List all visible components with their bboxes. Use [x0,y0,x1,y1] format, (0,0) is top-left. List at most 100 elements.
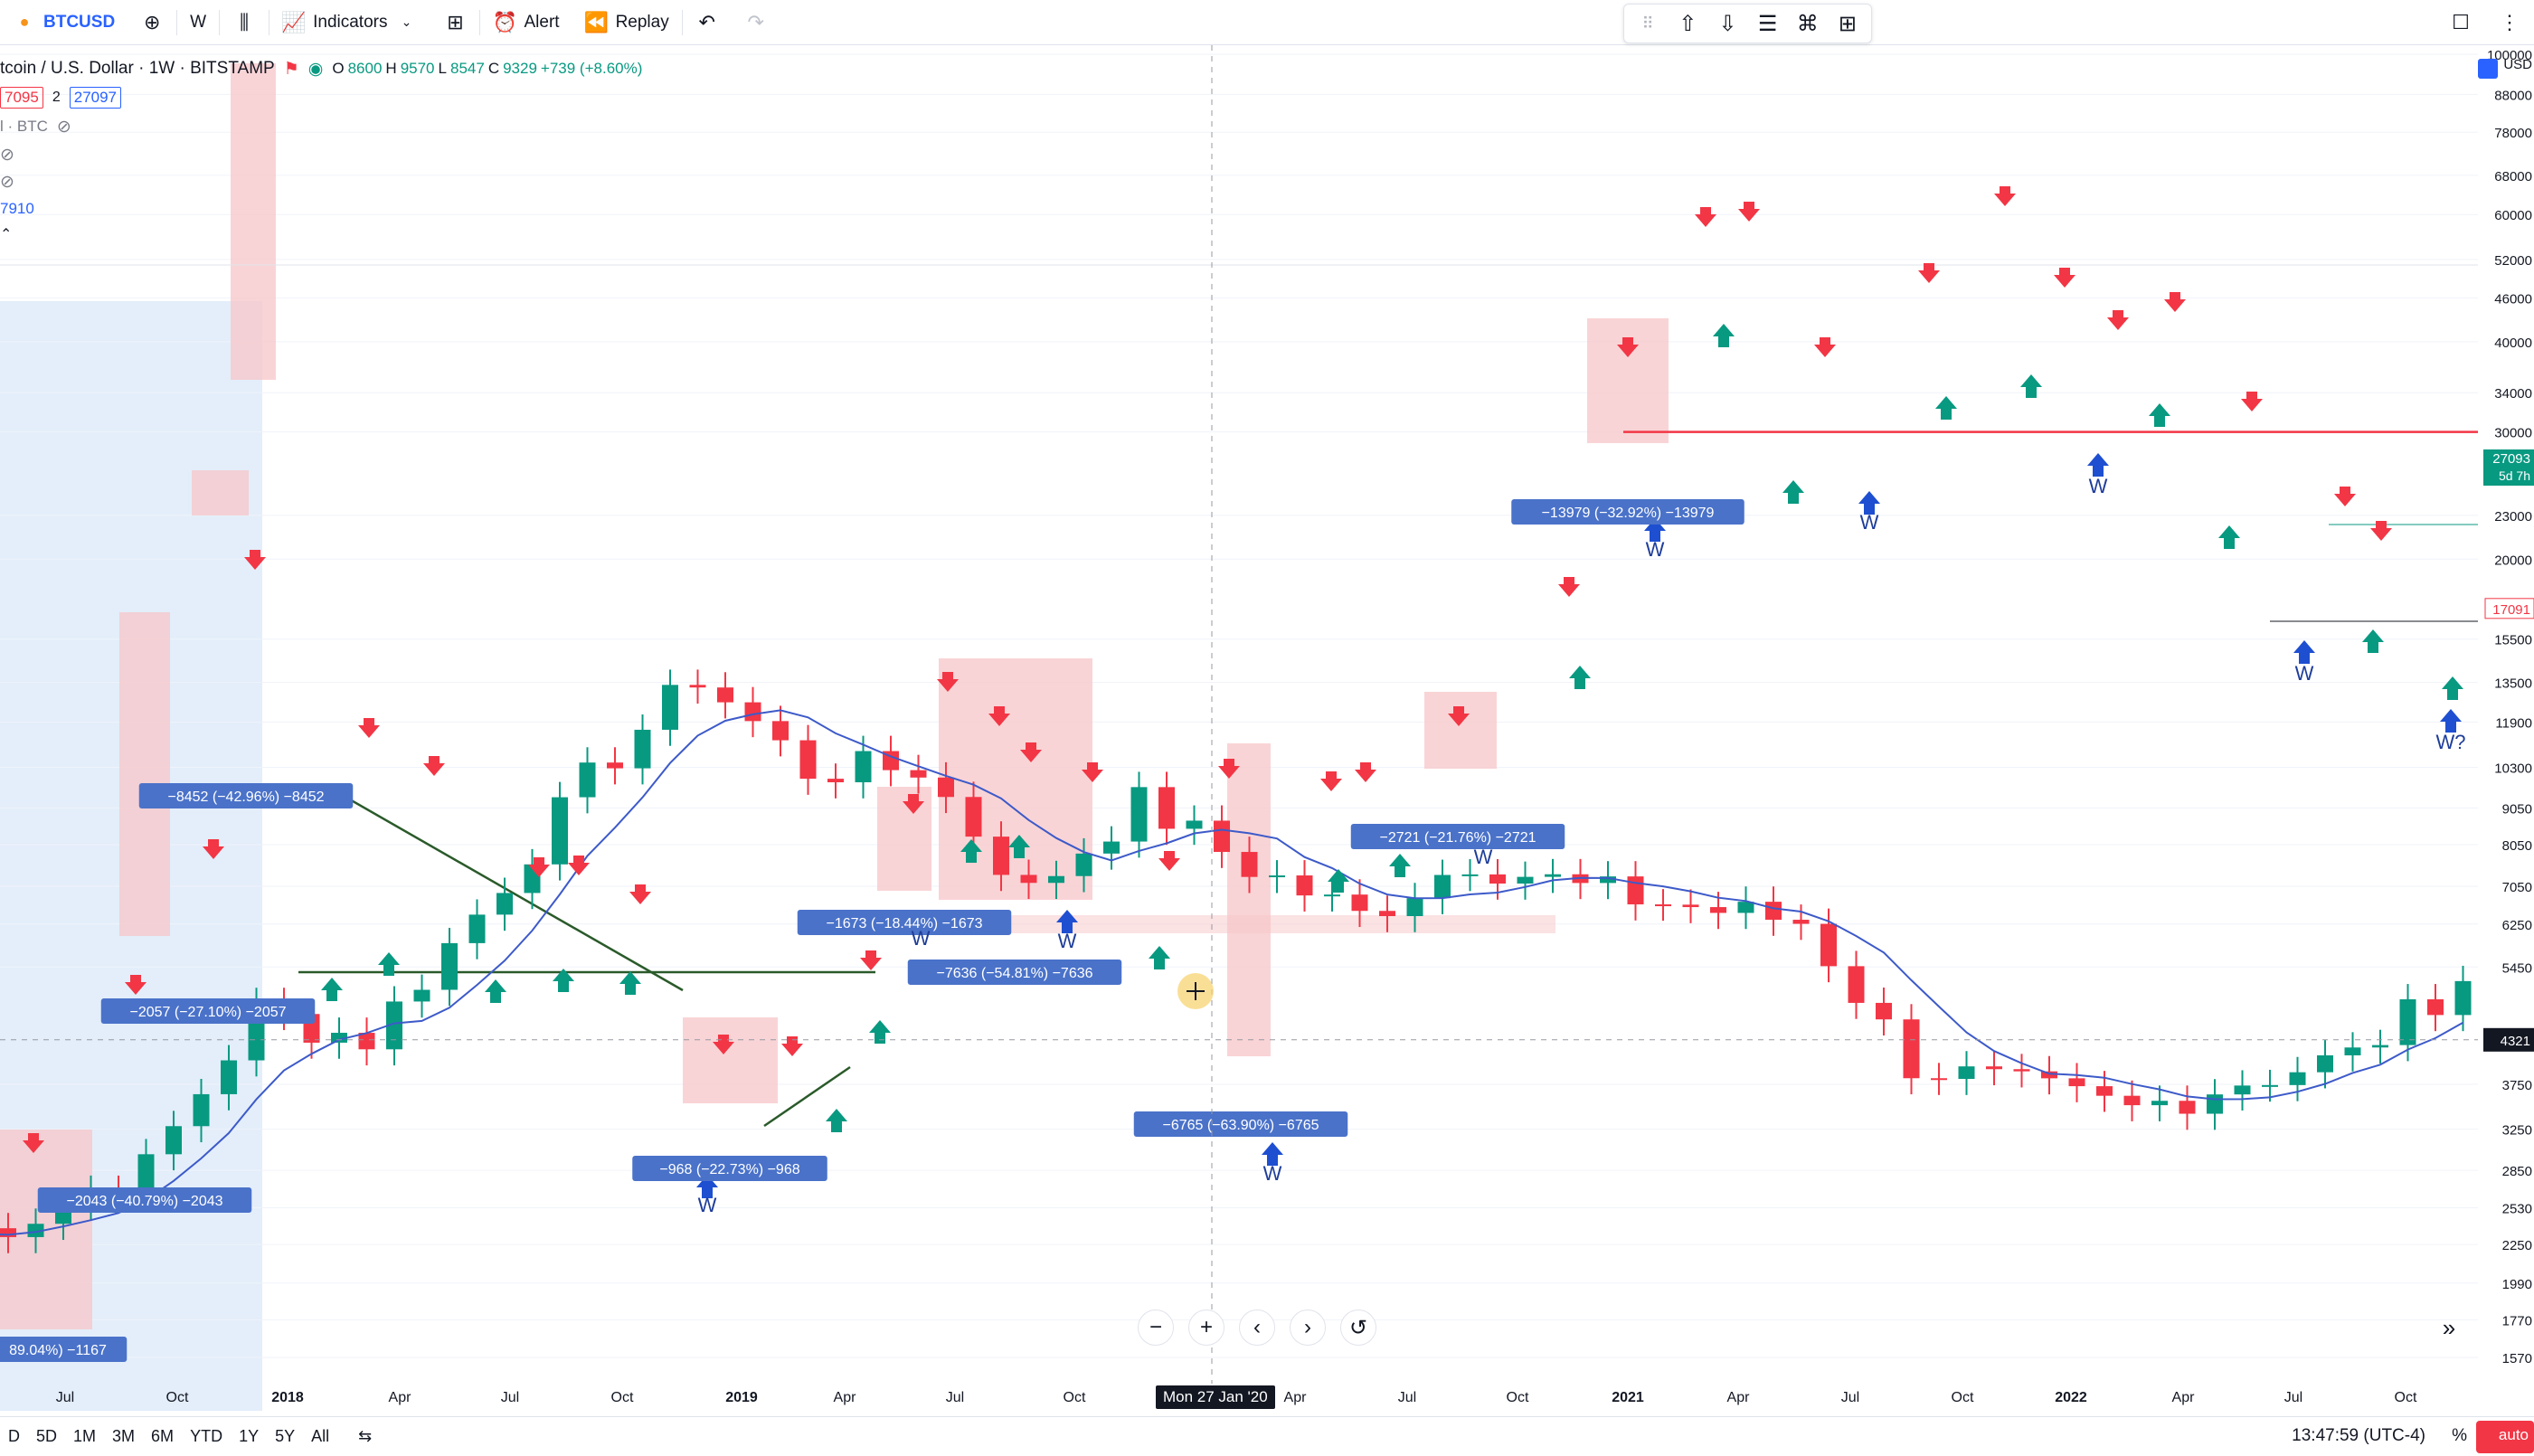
eye-off-icon[interactable]: ⊘ [0,172,14,192]
undo-button[interactable]: ↶ [683,0,732,45]
range-5d[interactable]: 5D [36,1427,58,1445]
undo-icon: ↶ [698,10,715,33]
lines-icon[interactable]: ☰ [1757,11,1778,36]
frame-icon[interactable]: ⊞ [1838,11,1857,36]
range-3m[interactable]: 3M [112,1427,136,1445]
date-range-icon[interactable]: ⇆ [358,1427,373,1445]
candle-body [137,1154,155,1196]
down-arrow [244,550,266,570]
grid [0,53,2478,1358]
range-5y[interactable]: 5Y [275,1427,296,1445]
candle-body [855,751,872,783]
candle-body [1158,787,1175,829]
current-price: 27093 [2492,451,2530,467]
candle-body [1545,874,1561,877]
fullscreen-button[interactable]: ☐ [2436,0,2485,45]
price-chart[interactable]: −8452 (−42.96%) −8452 −2057 (−27.10%) −20… [0,45,2478,1411]
eye-off-icon[interactable]: ⊘ [56,117,71,137]
zoom-in-button[interactable]: + [1188,1309,1224,1346]
indicators-button[interactable]: 📈 Indicators ⌄ [269,0,430,45]
candle-body [662,685,678,730]
settings-toggle [2478,59,2498,79]
range-1y[interactable]: 1Y [239,1427,260,1445]
up-arrow [1328,869,1349,893]
price-tick: 100000 [2487,48,2532,63]
divider [176,9,178,35]
price-tick: 1990 [2502,1277,2532,1292]
clock[interactable]: 13:47:59 (UTC-4) [2292,1426,2425,1445]
down-arrow [1082,762,1103,782]
scroll-left-button[interactable]: ‹ [1239,1309,1275,1346]
candle-body [413,989,430,1002]
chart-type-button[interactable]: ⫼ [220,0,269,45]
range-all[interactable]: All [311,1427,330,1445]
candle-body [1627,876,1644,905]
redo-button[interactable]: ↷ [732,0,780,45]
candle-body [1434,875,1451,899]
more-button[interactable]: ⋮ [2485,0,2534,45]
candle-body [1903,1019,1920,1079]
candle-body [883,751,899,771]
time-tick: 2021 [1612,1390,1644,1405]
auto-scale-toggle[interactable] [2476,1421,2534,1453]
up-arrow [2149,403,2170,427]
open-value: 8600 [347,60,383,77]
eye-off-icon[interactable]: ⊘ [0,145,14,165]
replay-button[interactable]: ⏪ Replay [572,0,682,45]
sell-button[interactable]: 7095 [0,87,43,109]
candle-body [634,729,651,769]
zoom-out-button[interactable]: − [1138,1309,1174,1346]
top-toolbar: ● BTCUSD ⊕ W ⫼ 📈 Indicators ⌄ ⊞ ⏰ Alert … [0,0,2534,45]
time-tick: Oct [1064,1390,1086,1405]
study-label[interactable]: l · BTC [0,118,48,135]
trend-lines [0,264,2478,1128]
legend-title[interactable]: tcoin / U.S. Dollar · 1W · BITSTAMP [0,59,275,78]
arrow-down-icon[interactable]: ⇩ [1718,11,1737,36]
up-arrow [619,971,641,995]
chevron-down-icon[interactable]: ⌄ [401,14,412,29]
measure-label: −2057 (−27.10%) −2057 [129,1005,286,1020]
measure-label-bg [100,998,316,1024]
range-1m[interactable]: 1M [73,1427,97,1445]
layouts-button[interactable]: ⊞ [430,0,479,45]
bottom-toolbar: D 5D 1M 3M 6M YTD 1Y 5Y All ⇆ 13:47:59 (… [0,1416,2534,1456]
price-axis[interactable]: 100000 88000 78000 68000 60000 52000 46000 4000… [2478,45,2534,1411]
price-axis-ticks: 100000 88000 78000 68000 60000 52000 46000 4000… [2478,48,2534,1366]
drag-handle-icon[interactable]: ⠿ [1641,14,1654,33]
interval-button[interactable]: W [177,0,219,45]
scroll-right-button[interactable]: › [1290,1309,1326,1346]
pattern-icon[interactable]: ⌘ [1796,11,1819,36]
alert-button[interactable]: ⏰ Alert [480,0,572,45]
measure-label: −8452 (−42.96%) −8452 [167,789,324,805]
up-arrow [1935,396,1957,420]
countdown: 5d 7h [2499,468,2530,483]
auto-label[interactable]: auto [2498,1426,2529,1443]
collapse-icon[interactable]: ⌃ [0,227,13,242]
price-tick: 3250 [2502,1123,2532,1139]
buy-button[interactable]: 27097 [69,87,122,109]
w-label: W [1646,538,1665,561]
scroll-to-realtime-button[interactable]: » [2442,1313,2456,1341]
arrow-up-icon[interactable]: ⇧ [1678,11,1697,36]
crosshair [0,45,2478,1384]
down-arrow [2241,392,2263,411]
reset-chart-button[interactable]: ↺ [1340,1309,1376,1346]
candle-body [552,797,568,865]
time-tick: 2022 [2055,1390,2087,1405]
square-icon: ☐ [2452,10,2470,33]
measure-boxes [0,63,1669,1329]
candle-body [1020,875,1037,884]
range-ytd[interactable]: YTD [190,1427,223,1445]
down-arrow [1918,263,1940,283]
range-6m[interactable]: 6M [151,1427,175,1445]
candle-body [1737,902,1754,913]
range-d[interactable]: D [8,1427,20,1445]
candle-body [1876,1002,1892,1020]
down-arrow [1994,186,2016,206]
compare-button[interactable]: ⊕ [128,0,176,45]
moving-average [0,709,2463,1236]
symbol-search[interactable]: ● BTCUSD [0,0,128,45]
percent-toggle[interactable]: % [2452,1426,2467,1445]
measure-box [939,658,1092,900]
candle-body [1406,898,1423,917]
